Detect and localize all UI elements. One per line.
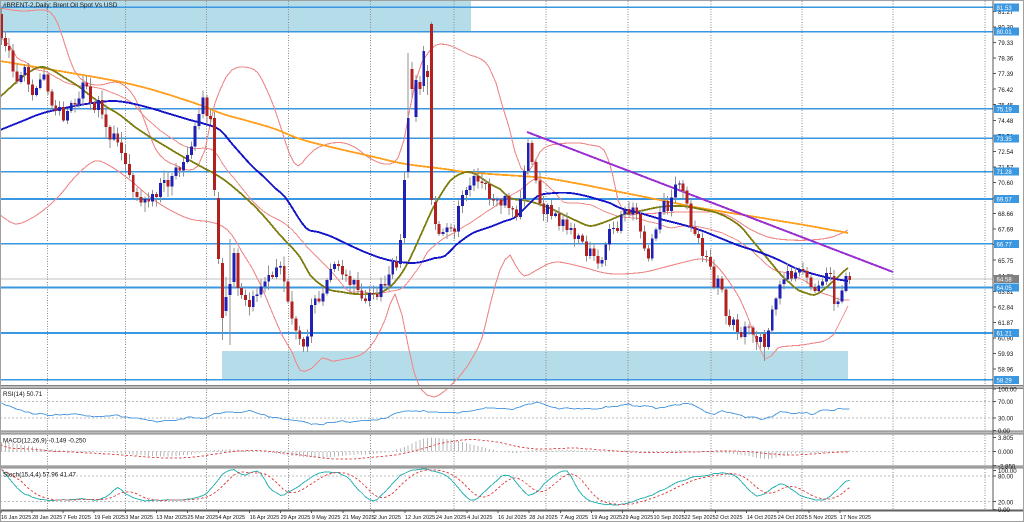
svg-text:24 Jun 2025: 24 Jun 2025	[436, 515, 466, 521]
svg-text:73.35: 73.35	[997, 136, 1013, 143]
svg-text:0.00: 0.00	[998, 507, 1010, 514]
svg-text:71.28: 71.28	[997, 169, 1013, 176]
svg-text:81.27: 81.27	[998, 9, 1014, 16]
svg-text:79.33: 79.33	[998, 40, 1014, 47]
svg-text:65.75: 65.75	[998, 258, 1014, 265]
svg-text:0.000: 0.000	[998, 449, 1014, 456]
svg-text:58.29: 58.29	[997, 377, 1013, 384]
svg-text:76.42: 76.42	[998, 87, 1014, 94]
svg-text:61.87: 61.87	[998, 320, 1014, 327]
svg-text:29 Apr 2025: 29 Apr 2025	[281, 515, 311, 521]
svg-text:25 Mar 2025: 25 Mar 2025	[187, 515, 218, 521]
svg-text:7 Feb 2025: 7 Feb 2025	[63, 515, 91, 521]
svg-text:13 Mar 2025: 13 Mar 2025	[156, 515, 187, 521]
svg-text:75.19: 75.19	[997, 106, 1013, 113]
svg-text:4 Apr 2025: 4 Apr 2025	[219, 515, 246, 521]
svg-text:0.00: 0.00	[998, 428, 1010, 435]
svg-text:70.60: 70.60	[998, 180, 1014, 187]
svg-text:#BRENT-2,Daily: Brent Oil Spo: #BRENT-2,Daily: Brent Oil Spot Vs USD	[3, 2, 118, 9]
svg-text:3.805: 3.805	[998, 435, 1014, 442]
svg-text:21 May 2025: 21 May 2025	[343, 515, 375, 521]
svg-text:77.39: 77.39	[998, 71, 1014, 78]
svg-text:81.53: 81.53	[997, 5, 1013, 12]
svg-text:5 Nov 2025: 5 Nov 2025	[809, 515, 837, 521]
svg-text:66.77: 66.77	[997, 241, 1013, 248]
svg-text:60.90: 60.90	[998, 336, 1014, 343]
svg-text:RSI(14) 50.71: RSI(14) 50.71	[3, 391, 43, 398]
svg-text:19 Aug 2025: 19 Aug 2025	[591, 515, 622, 521]
svg-text:29 Aug 2025: 29 Aug 2025	[622, 515, 653, 521]
svg-text:2 Oct 2025: 2 Oct 2025	[716, 515, 743, 521]
svg-text:2 Jun 2025: 2 Jun 2025	[374, 515, 401, 521]
svg-text:80.01: 80.01	[997, 29, 1013, 36]
svg-text:74.48: 74.48	[998, 118, 1014, 125]
svg-text:100.00: 100.00	[998, 387, 1017, 394]
svg-text:Stoch(15,4,4) 57.96 41.47: Stoch(15,4,4) 57.96 41.47	[3, 472, 76, 479]
svg-text:69.57: 69.57	[997, 197, 1013, 204]
svg-text:16 Apr 2025: 16 Apr 2025	[250, 515, 280, 521]
svg-text:MACD(12,26,9) -0.149 -0.250: MACD(12,26,9) -0.149 -0.250	[3, 438, 86, 445]
svg-text:28 Jan 2025: 28 Jan 2025	[32, 515, 62, 521]
svg-text:72.54: 72.54	[998, 149, 1014, 156]
svg-text:12 Jun 2025: 12 Jun 2025	[405, 515, 435, 521]
svg-text:78.36: 78.36	[998, 56, 1014, 63]
svg-text:3 Mar 2025: 3 Mar 2025	[125, 515, 153, 521]
svg-text:20.00: 20.00	[998, 499, 1014, 506]
svg-text:22 Sep 2025: 22 Sep 2025	[685, 515, 716, 521]
svg-text:59.93: 59.93	[998, 351, 1014, 358]
svg-text:67.69: 67.69	[998, 227, 1014, 234]
svg-text:-2.850: -2.850	[998, 463, 1016, 470]
svg-text:10 Sep 2025: 10 Sep 2025	[654, 515, 685, 521]
svg-text:64.58: 64.58	[997, 277, 1013, 284]
svg-text:16 Jul 2025: 16 Jul 2025	[498, 515, 526, 521]
svg-text:62.84: 62.84	[998, 305, 1014, 312]
svg-text:17 Nov 2025: 17 Nov 2025	[840, 515, 871, 521]
svg-text:19 Feb 2025: 19 Feb 2025	[94, 515, 125, 521]
svg-text:30.00: 30.00	[998, 416, 1014, 423]
svg-text:80.00: 80.00	[998, 473, 1014, 480]
svg-text:68.66: 68.66	[998, 211, 1014, 218]
svg-text:16 Jan 2025: 16 Jan 2025	[1, 515, 31, 521]
svg-text:61.21: 61.21	[997, 331, 1013, 338]
svg-text:14 Oct 2025: 14 Oct 2025	[747, 515, 777, 521]
svg-text:7 Aug 2025: 7 Aug 2025	[560, 515, 588, 521]
svg-text:70.00: 70.00	[998, 399, 1014, 406]
svg-text:28 Jul 2025: 28 Jul 2025	[529, 515, 557, 521]
svg-text:58.96: 58.96	[998, 367, 1014, 374]
svg-text:24 Oct 2025: 24 Oct 2025	[778, 515, 808, 521]
svg-text:100.00: 100.00	[998, 468, 1017, 475]
svg-text:64.05: 64.05	[997, 285, 1013, 292]
svg-text:4 Jul 2025: 4 Jul 2025	[467, 515, 492, 521]
svg-text:9 May 2025: 9 May 2025	[312, 515, 341, 521]
svg-text:63.81: 63.81	[998, 289, 1014, 296]
